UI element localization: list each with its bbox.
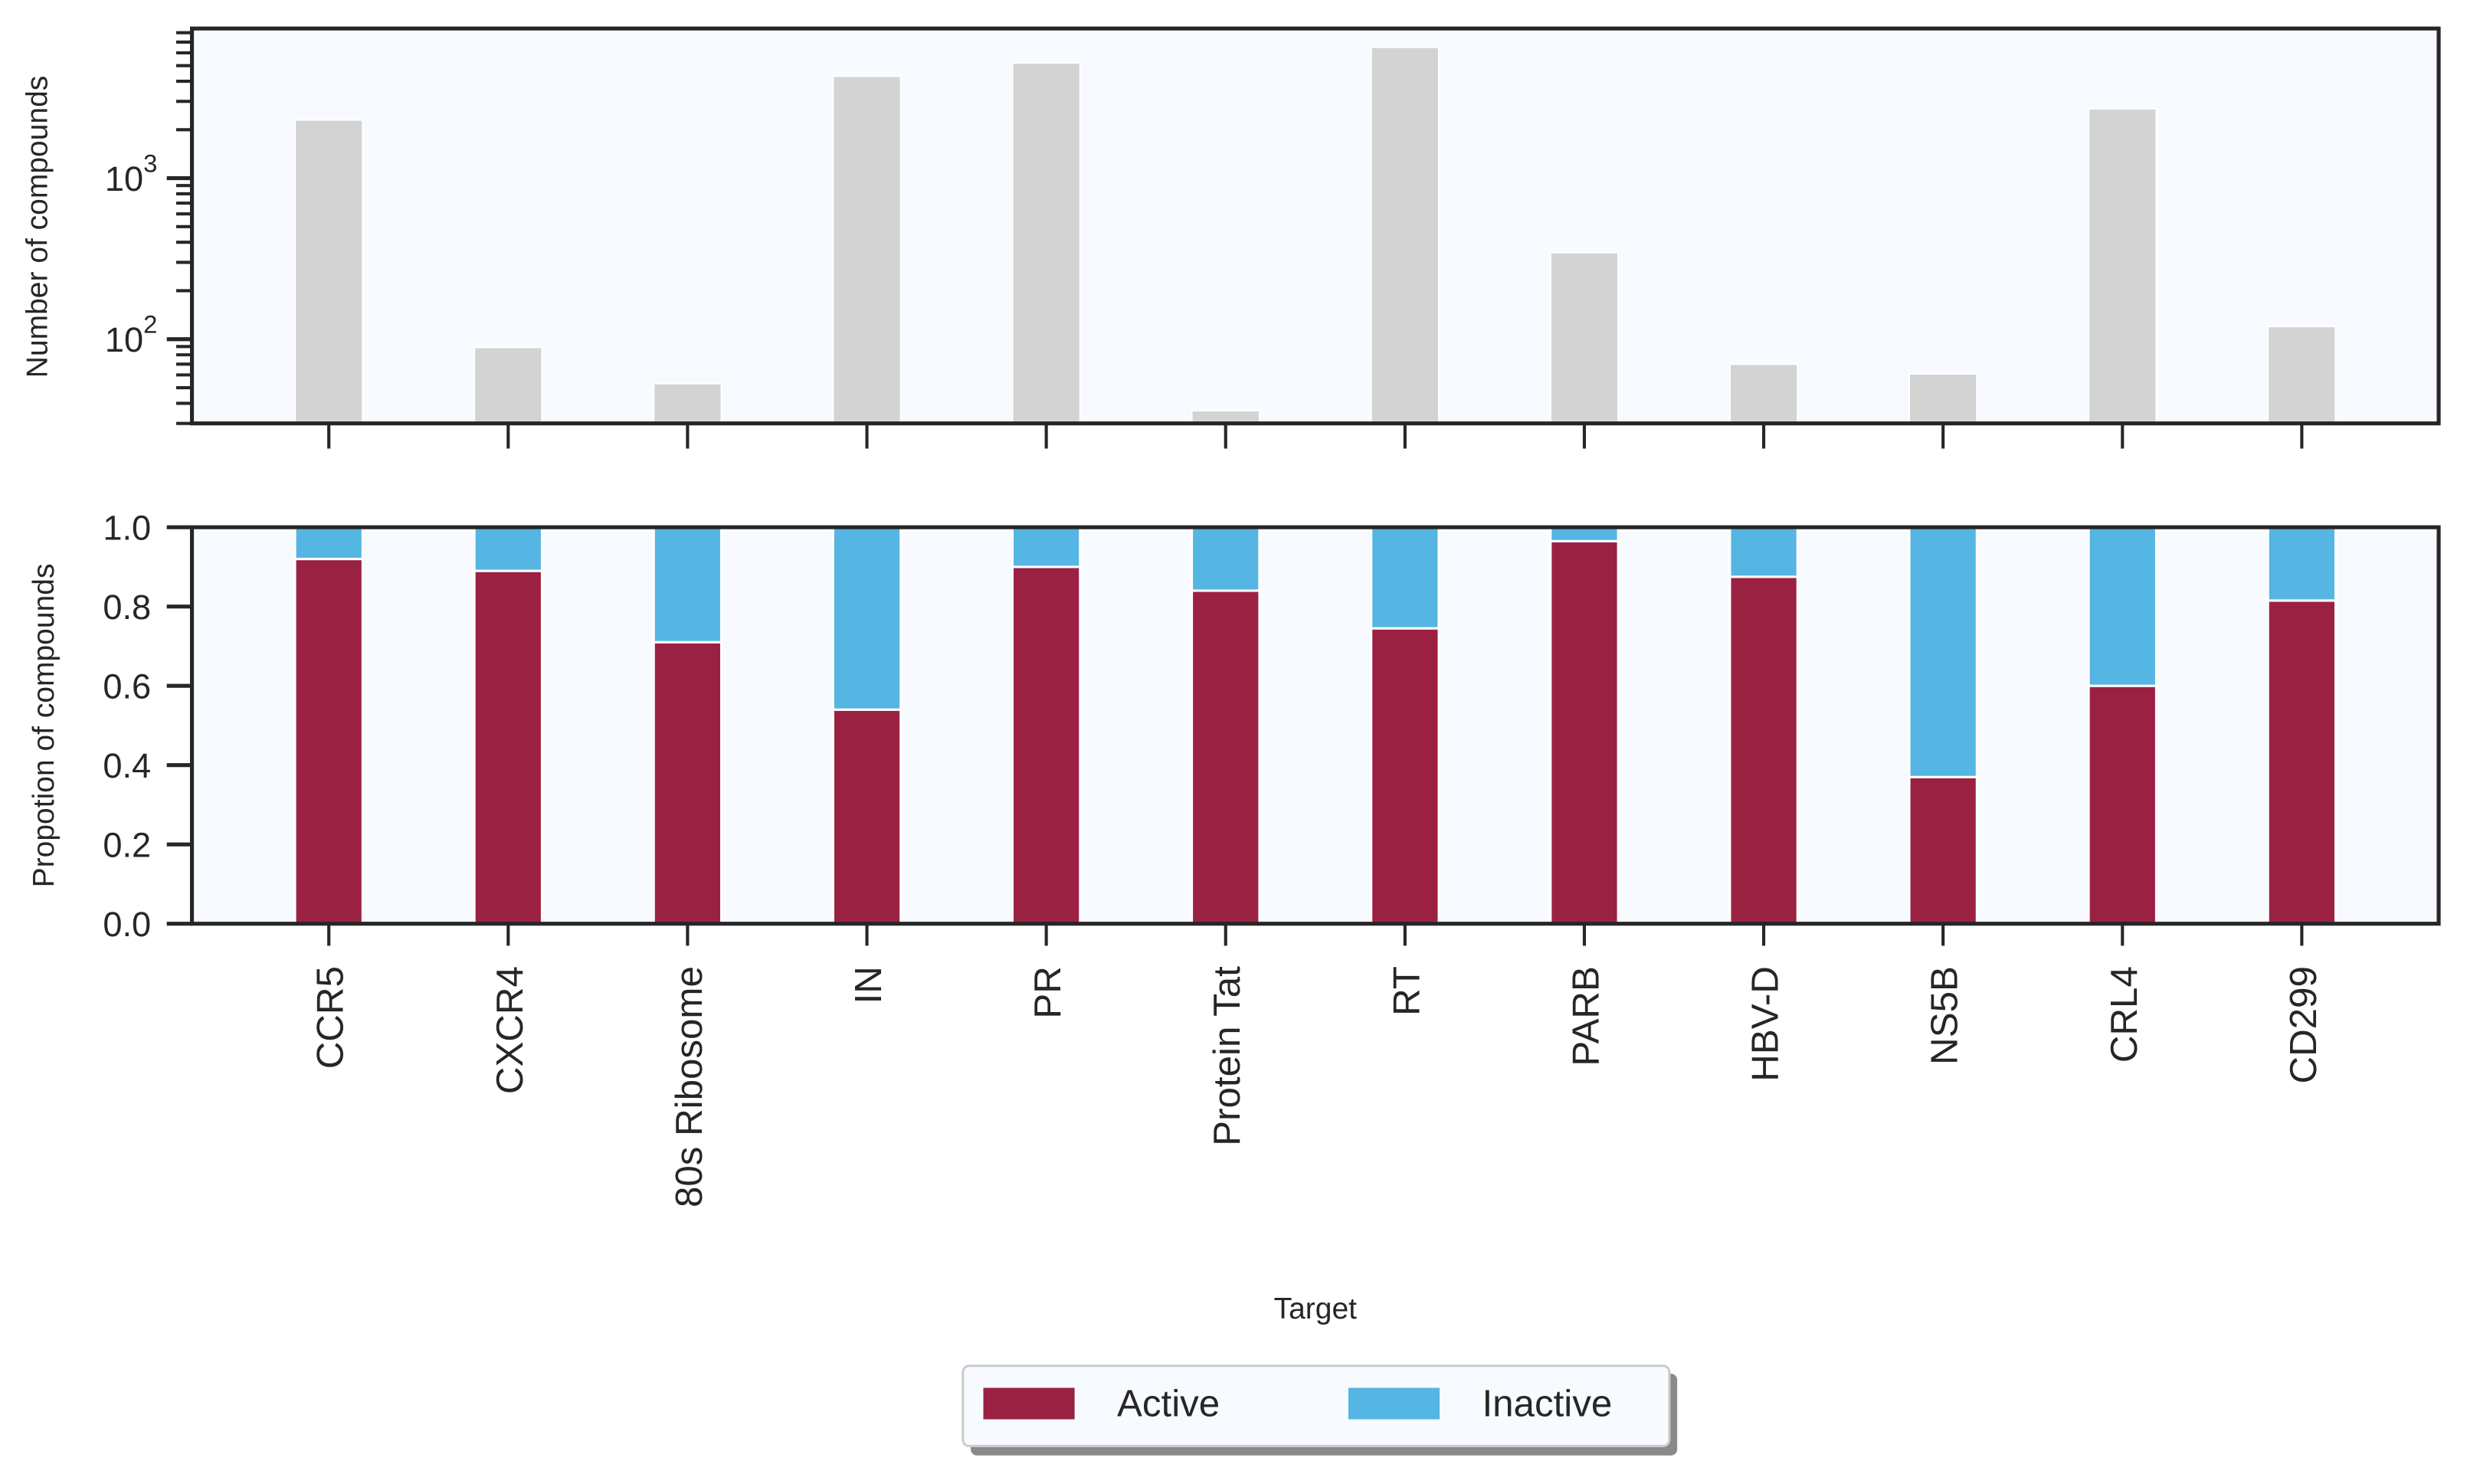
count-bar-ccr5	[294, 119, 364, 424]
x-tick-label: HBV-D	[1745, 966, 1787, 1082]
plot-frame	[189, 26, 2441, 426]
legend-swatch-inactive	[1348, 1387, 1440, 1420]
active-bar-protein-tat	[1191, 589, 1261, 925]
plot-background	[192, 527, 2439, 924]
inactive-bar-in	[831, 526, 903, 711]
active-bar-crl4	[2087, 684, 2157, 925]
inactive-bar-ns5b	[1908, 526, 1978, 778]
x-tick-label: CXCR4	[489, 966, 531, 1094]
inactive-bar-rt	[1370, 526, 1440, 630]
active-bar-parb	[1549, 539, 1620, 925]
inactive-bar-ccr5	[293, 526, 364, 561]
x-axis-label: Target	[1274, 1292, 1358, 1325]
x-tick-label: PARB	[1564, 966, 1607, 1066]
inactive-bar-cd299	[2266, 526, 2338, 602]
plot-background	[192, 28, 2439, 424]
active-bar-ccr5	[293, 558, 364, 925]
count-bar-parb	[1549, 251, 1620, 424]
legend: Active Inactive	[962, 1364, 1678, 1456]
count-bar-cd299	[2267, 326, 2337, 424]
legend-box	[962, 1364, 1671, 1448]
y-tick-label: 103	[105, 149, 158, 198]
inactive-bar-hbv-d	[1728, 526, 1799, 578]
bottom-y-axis-label: Propotion of compounds	[28, 564, 61, 888]
active-bar-rt	[1370, 627, 1440, 925]
active-bar-cxcr4	[473, 569, 543, 925]
active-bar-80s-ribosome	[652, 640, 723, 925]
inactive-bar-protein-tat	[1191, 526, 1261, 592]
y-tick-label: 1.0	[103, 509, 151, 548]
inactive-bar-80s-ribosome	[652, 526, 723, 644]
active-bar-in	[831, 708, 903, 925]
x-tick-label: IN	[847, 966, 889, 1004]
count-bar-80s-ribosome	[653, 382, 722, 424]
x-tick-label: PR	[1027, 966, 1069, 1018]
count-bar-ns5b	[1908, 372, 1978, 424]
count-panel: 102 103	[105, 26, 2441, 449]
plot-frame	[189, 525, 2441, 926]
active-bar-pr	[1011, 565, 1082, 925]
active-bar-cd299	[2266, 599, 2338, 925]
y-tick-label: 0.0	[103, 905, 151, 944]
x-tick-label: NS5B	[1924, 966, 1966, 1065]
y-tick-label: 0.4	[103, 746, 151, 785]
inactive-bar-crl4	[2087, 526, 2157, 687]
y-tick-label: 102	[105, 310, 158, 360]
legend-label-inactive: Inactive	[1482, 1382, 1612, 1424]
count-bar-pr	[1011, 62, 1081, 424]
inactive-bar-pr	[1011, 526, 1082, 568]
x-tick-label: CD299	[2282, 966, 2324, 1083]
proportion-panel: CCR5 CXCR4 80s Ribosome IN PR Protein Tat RT PA…	[103, 509, 2441, 1207]
x-tick-label: 80s Ribosome	[668, 966, 710, 1207]
count-bar-cxcr4	[473, 346, 543, 424]
count-bar-hbv-d	[1728, 363, 1799, 424]
top-y-axis-label: Number of compounds	[21, 76, 54, 378]
count-bar-in	[832, 75, 902, 424]
x-tick-label: RT	[1385, 966, 1427, 1016]
x-tick-label: CCR5	[310, 966, 352, 1069]
active-bar-ns5b	[1908, 775, 1978, 925]
x-tick-label: CRL4	[2103, 966, 2145, 1063]
x-tick-label: Protein Tat	[1206, 966, 1248, 1146]
inactive-bar-cxcr4	[473, 526, 543, 572]
y-tick-label: 0.2	[103, 826, 151, 865]
count-bar-rt	[1370, 46, 1440, 424]
y-tick-label: 0.6	[103, 667, 151, 706]
legend-label-active: Active	[1117, 1382, 1220, 1424]
y-tick-label: 0.8	[103, 588, 151, 627]
inactive-bar-parb	[1549, 526, 1620, 542]
count-bar-crl4	[2088, 107, 2157, 424]
legend-swatch-active	[983, 1387, 1075, 1420]
active-bar-hbv-d	[1728, 575, 1799, 925]
